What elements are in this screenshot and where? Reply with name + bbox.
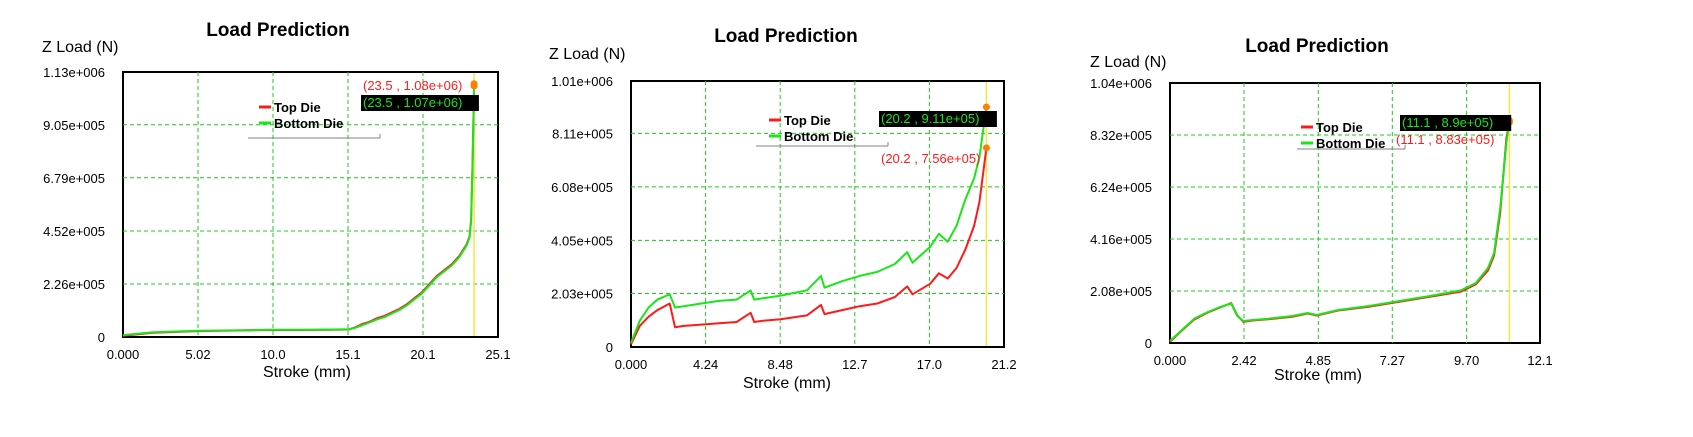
x-axis-title: Stroke (mm) <box>1274 367 1362 384</box>
series-end-marker <box>982 103 990 111</box>
y-tick-label: 2.03e+005 <box>551 287 613 302</box>
x-axis-title: Stroke (mm) <box>263 364 351 381</box>
y-tick-label: 6.24e+005 <box>1090 180 1152 195</box>
value-annotation: (11.1 , 8.83e+05) <box>1396 132 1494 147</box>
x-tick-label: 15.1 <box>335 347 360 362</box>
y-tick-label: 0 <box>1145 336 1152 351</box>
series-line-bottom-die <box>122 86 476 337</box>
y-tick-label: 1.13e+006 <box>43 65 105 80</box>
x-tick-label: 9.70 <box>1454 353 1479 368</box>
y-tick-label: 8.32e+005 <box>1090 128 1152 143</box>
x-tick-label: 17.0 <box>917 357 942 372</box>
value-annotation: (11.1 , 8.9e+05) <box>1402 115 1493 130</box>
x-tick-label: 5.02 <box>185 347 210 362</box>
y-tick-label: 2.26e+005 <box>43 277 105 292</box>
y-tick-label: 6.79e+005 <box>43 171 105 186</box>
legend-label: Top Die <box>784 113 831 128</box>
y-tick-label: 4.52e+005 <box>43 224 105 239</box>
chart-panel-1: Load Prediction Z Load (N) 0.000 5.02 10.0 15… <box>42 20 511 381</box>
legend-label: Bottom Die <box>784 129 853 144</box>
y-axis-title: Z Load (N) <box>1090 54 1166 71</box>
chart-title: Load Prediction <box>206 20 350 41</box>
value-annotation: (23.5 , 1.08e+06) <box>363 78 462 93</box>
y-tick-label: 0 <box>606 340 613 355</box>
y-tick-label: 1.04e+006 <box>1090 76 1152 91</box>
y-axis-title: Z Load (N) <box>42 39 118 56</box>
legend-label: Top Die <box>1316 120 1363 135</box>
y-tick-label: 6.08e+005 <box>551 180 613 195</box>
value-annotation: (23.5 , 1.07e+06) <box>363 95 462 110</box>
x-tick-label: 12.7 <box>842 357 867 372</box>
y-tick-label: 9.05e+005 <box>43 118 105 133</box>
annotation-box <box>1400 115 1512 131</box>
x-tick-label: 4.85 <box>1306 353 1331 368</box>
y-tick-label: 4.16e+005 <box>1090 232 1152 247</box>
x-tick-label: 0.000 <box>1154 353 1187 368</box>
x-tick-label: 0.000 <box>615 357 648 372</box>
annotation-box <box>361 95 479 111</box>
series-line-top-die <box>630 147 988 345</box>
annotation-box <box>879 111 997 127</box>
x-tick-label: 10.0 <box>260 347 285 362</box>
y-tick-label: 1.01e+006 <box>551 74 613 89</box>
chart-panel-2: Load Prediction Z Load (N) 0.000 4.24 8.48 12… <box>549 26 1017 392</box>
x-axis-title: Stroke (mm) <box>743 375 831 392</box>
y-tick-label: 2.08e+005 <box>1090 284 1152 299</box>
chart-panel-3: Load Prediction Z Load (N) 0.000 2.42 4.85 7.… <box>1090 36 1553 384</box>
chart-title: Load Prediction <box>1245 36 1389 57</box>
legend-label: Bottom Die <box>1316 136 1385 151</box>
legend-label: Top Die <box>274 100 321 115</box>
value-annotation: (20.2 , 9.11e+05) <box>881 111 979 126</box>
x-tick-label: 8.48 <box>768 357 793 372</box>
x-tick-label: 4.24 <box>693 357 718 372</box>
x-tick-label: 25.1 <box>485 347 510 362</box>
y-tick-label: 0 <box>98 330 105 345</box>
series-line-bottom-die <box>1169 120 1511 342</box>
plot-area <box>122 71 499 338</box>
y-tick-label: 4.05e+005 <box>551 233 613 248</box>
x-tick-label: 12.1 <box>1527 353 1552 368</box>
x-tick-label: 20.1 <box>410 347 435 362</box>
x-tick-label: 0.000 <box>107 347 140 362</box>
chart-title: Load Prediction <box>714 26 858 47</box>
legend-label: Bottom Die <box>274 116 343 131</box>
series-end-marker <box>982 144 990 152</box>
x-tick-label: 7.27 <box>1380 353 1405 368</box>
y-axis-title: Z Load (N) <box>549 46 625 63</box>
x-tick-label: 21.2 <box>991 357 1016 372</box>
x-tick-label: 2.42 <box>1231 353 1256 368</box>
series-line-bottom-die <box>630 106 988 344</box>
y-tick-label: 8.11e+005 <box>552 126 613 141</box>
value-annotation: (20.2 , 7.56e+05) <box>881 151 980 166</box>
series-end-marker <box>470 82 478 90</box>
